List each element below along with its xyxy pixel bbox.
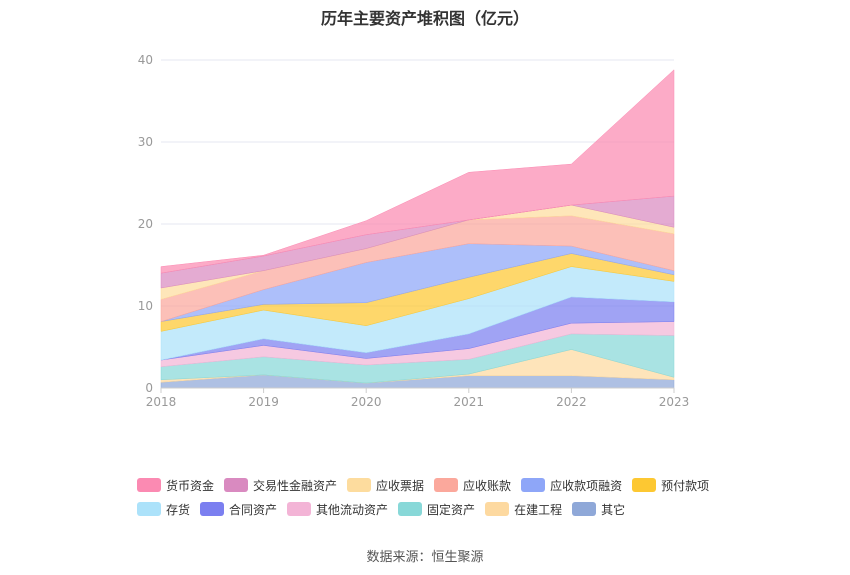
legend-label: 在建工程	[514, 502, 563, 517]
chart-title: 历年主要资产堆积图（亿元）	[320, 9, 529, 28]
legend: 货币资金 交易性金融资产 应收票据 应收账款 应收款项融资 预付款项存货 合同资产 其他流动资…	[137, 473, 737, 521]
legend-swatch	[200, 502, 225, 516]
legend-swatch	[287, 502, 312, 516]
x-tick-label: 2018	[146, 395, 177, 409]
legend-swatch	[632, 478, 657, 492]
legend-row: 存货 合同资产 其他流动资产 固定资产 在建工程 其它	[137, 497, 737, 521]
legend-label: 其他流动资产	[316, 502, 389, 517]
x-tick-label: 2021	[454, 395, 485, 409]
legend-item[interactable]: 存货	[137, 501, 190, 518]
legend-label: 交易性金融资产	[253, 478, 338, 493]
legend-label: 应收款项融资	[550, 478, 623, 493]
y-tick-label: 0	[145, 381, 153, 395]
legend-item[interactable]: 应收账款	[434, 477, 511, 494]
legend-item[interactable]: 固定资产	[398, 501, 475, 518]
x-tick-label: 2020	[351, 395, 382, 409]
source-note: 数据来源：恒生聚源	[366, 550, 484, 565]
legend-item[interactable]: 应收票据	[347, 477, 424, 494]
x-tick-label: 2019	[248, 395, 279, 409]
legend-item[interactable]: 在建工程	[485, 501, 562, 518]
legend-swatch	[137, 478, 161, 492]
legend-label: 应收票据	[376, 478, 425, 493]
legend-swatch	[521, 478, 546, 492]
legend-label: 存货	[166, 502, 191, 517]
legend-swatch	[347, 478, 372, 492]
area-series-group	[160, 69, 675, 389]
y-tick-label: 30	[138, 135, 153, 149]
x-tick-label: 2022	[556, 395, 587, 409]
y-tick-label: 40	[138, 53, 153, 67]
legend-label: 应收账款	[463, 478, 512, 493]
legend-item[interactable]: 交易性金融资产	[224, 477, 337, 494]
legend-swatch	[224, 478, 249, 492]
legend-swatch	[137, 502, 161, 516]
area-series	[160, 69, 675, 274]
legend-swatch	[485, 502, 510, 516]
legend-item[interactable]: 预付款项	[632, 477, 709, 494]
legend-label: 预付款项	[661, 478, 710, 493]
legend-swatch	[434, 478, 459, 492]
legend-label: 其它	[601, 502, 626, 517]
legend-row: 货币资金 交易性金融资产 应收票据 应收账款 应收款项融资 预付款项	[137, 473, 737, 497]
legend-label: 合同资产	[229, 502, 278, 517]
legend-item[interactable]: 货币资金	[137, 477, 214, 494]
y-tick-label: 20	[138, 217, 153, 231]
legend-item[interactable]: 其它	[572, 501, 625, 518]
x-tick-label: 2023	[659, 395, 690, 409]
legend-label: 固定资产	[427, 502, 476, 517]
legend-item[interactable]: 应收款项融资	[521, 477, 622, 494]
legend-item[interactable]: 其他流动资产	[287, 501, 388, 518]
legend-label: 货币资金	[166, 478, 215, 493]
legend-item[interactable]: 合同资产	[200, 501, 277, 518]
legend-swatch	[398, 502, 423, 516]
legend-swatch	[572, 502, 597, 516]
axes: 0 10 20 30 40 2018 2019 2020 2021 2022 2023	[138, 53, 690, 409]
y-tick-label: 10	[138, 299, 153, 313]
